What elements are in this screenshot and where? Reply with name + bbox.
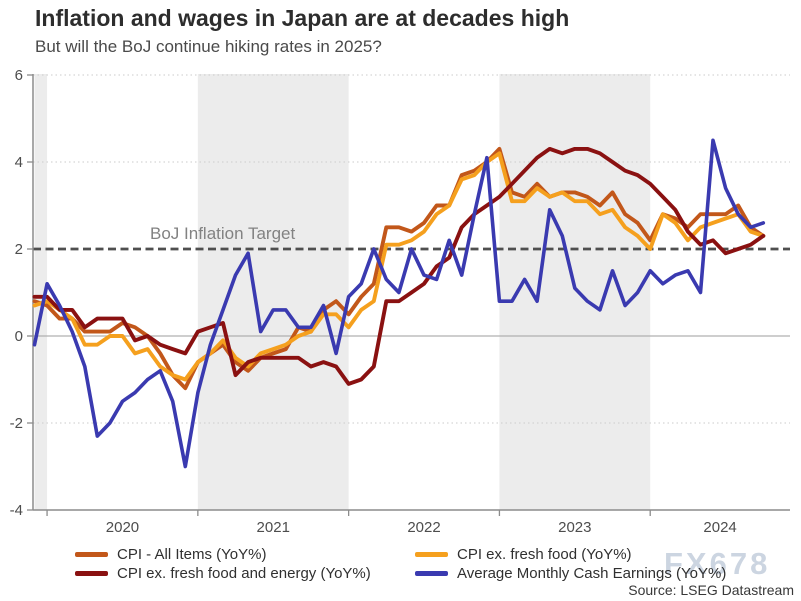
y-tick-label: 0: [15, 328, 23, 345]
fx678-watermark: FX678: [664, 546, 771, 581]
series-line-3: [32, 138, 766, 469]
series-line-2: [32, 146, 766, 386]
boj-inflation-target-label: BoJ Inflation Target: [150, 224, 296, 243]
source-note: Source: LSEG Datastream: [628, 582, 794, 598]
x-tick-label: 2024: [703, 519, 736, 536]
y-tick-label: 2: [15, 241, 23, 258]
x-tick-label: 2020: [106, 519, 139, 536]
x-tick-label: 2021: [257, 519, 290, 536]
y-tick-label: -2: [10, 415, 23, 432]
chart-title: Inflation and wages in Japan are at deca…: [35, 5, 570, 31]
y-tick-label: 6: [15, 67, 23, 84]
shaded-band-2023: [499, 74, 651, 510]
series-line-1: [32, 151, 766, 382]
chart-subtitle: But will the BoJ continue hiking rates i…: [35, 37, 382, 56]
series-line-0: [32, 146, 766, 391]
y-tick-label: 4: [15, 154, 23, 171]
y-tick-label: -4: [10, 502, 23, 519]
x-tick-label: 2023: [558, 519, 591, 536]
shaded-band-2019: [34, 74, 48, 510]
shaded-band-2021: [197, 74, 349, 510]
x-tick-label: 2022: [407, 519, 440, 536]
